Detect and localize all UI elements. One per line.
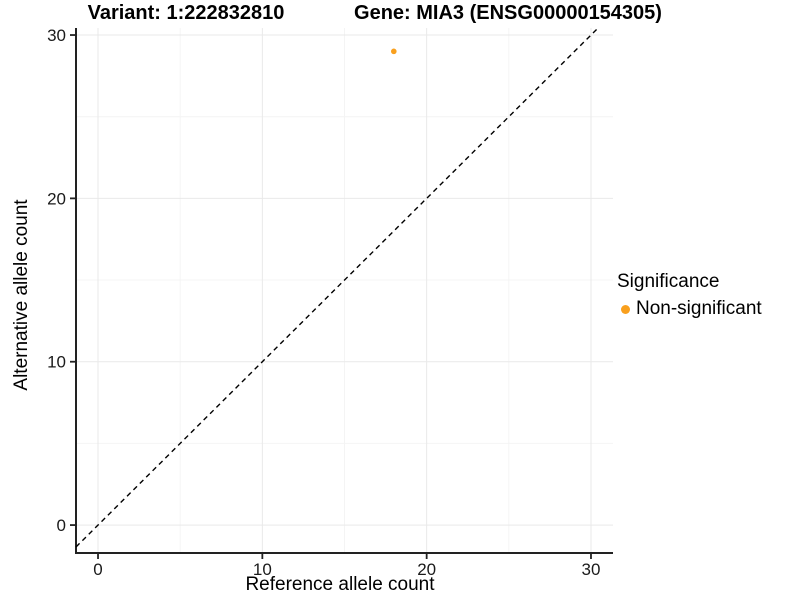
identity-line [75, 27, 599, 548]
x-tick-label: 30 [582, 560, 601, 579]
legend-point-icon [621, 304, 630, 314]
y-tick-label: 30 [47, 26, 66, 45]
y-tick-label: 0 [57, 516, 66, 535]
gene-title: Gene: MIA3 (ENSG00000154305) [354, 2, 662, 24]
x-axis-title: Reference allele count [245, 574, 435, 595]
legend-title: Significance [617, 271, 720, 292]
y-axis-title: Alternative allele count [11, 199, 32, 391]
x-tick-label: 0 [93, 560, 102, 579]
data-point [390, 48, 397, 55]
legend: Significance Non-significant [617, 271, 762, 320]
y-tick-label: 20 [47, 189, 66, 208]
variant-title: Variant: 1:222832810 [87, 2, 285, 24]
legend-item: Non-significant [617, 298, 762, 320]
y-tick-label: 10 [47, 353, 66, 372]
legend-item-label: Non-significant [636, 298, 762, 319]
x-tick-label: 10 [253, 560, 272, 579]
x-tick-label: 20 [417, 560, 436, 579]
